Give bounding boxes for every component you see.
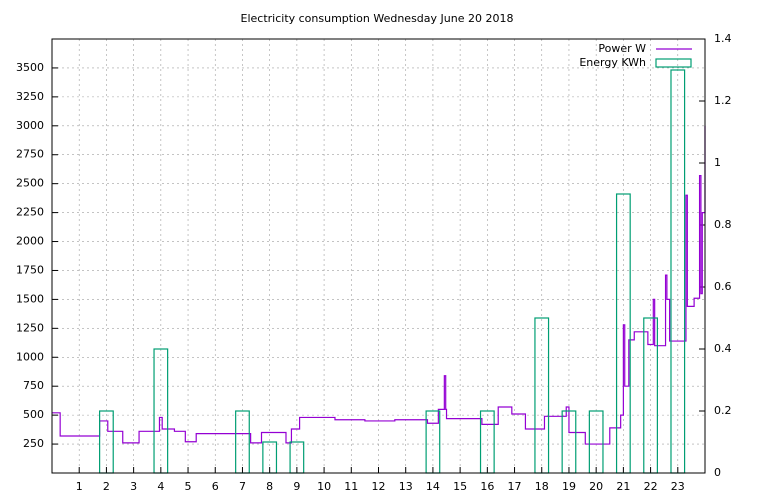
x-tick-label: 7 (239, 480, 246, 493)
x-tick-label: 15 (453, 480, 467, 493)
y-tick-label: 2750 (16, 148, 44, 161)
plot-border (51, 38, 706, 474)
x-tick-label: 3 (130, 480, 137, 493)
x-tick-label: 23 (671, 480, 685, 493)
legend-label: Power W (598, 42, 646, 55)
legend-swatch (655, 58, 692, 68)
y2-tick-label: 0.6 (714, 280, 732, 293)
y-tick-label: 1750 (16, 263, 44, 276)
x-tick-label: 5 (185, 480, 192, 493)
y-tick-label: 2500 (16, 177, 44, 190)
y2-tick-label: 0.4 (714, 342, 732, 355)
y-tick-label: 750 (23, 379, 44, 392)
y2-tick-label: 1.4 (714, 32, 732, 45)
y-tick-label: 3500 (16, 61, 44, 74)
y2-tick-label: 0.8 (714, 218, 732, 231)
x-tick-label: 12 (372, 480, 386, 493)
x-tick-label: 11 (344, 480, 358, 493)
y-tick-label: 3250 (16, 90, 44, 103)
y2-tick-label: 0 (714, 466, 721, 479)
x-tick-label: 1 (76, 480, 83, 493)
y-tick-label: 1000 (16, 350, 44, 363)
x-tick-label: 6 (212, 480, 219, 493)
x-tick-label: 14 (426, 480, 440, 493)
y-tick-label: 2000 (16, 235, 44, 248)
y-tick-label: 1500 (16, 292, 44, 305)
y-tick-label: 1250 (16, 321, 44, 334)
x-tick-label: 19 (562, 480, 576, 493)
x-tick-label: 9 (293, 480, 300, 493)
x-tick-label: 22 (644, 480, 658, 493)
chart-title: Electricity consumption Wednesday June 2… (241, 12, 514, 25)
y2-tick-label: 1.2 (714, 94, 732, 107)
y2-tick-label: 1 (714, 156, 721, 169)
x-tick-label: 20 (589, 480, 603, 493)
x-tick-label: 8 (266, 480, 273, 493)
x-tick-label: 2 (103, 480, 110, 493)
x-tick-label: 4 (157, 480, 164, 493)
y-tick-label: 250 (23, 437, 44, 450)
x-tick-label: 10 (317, 480, 331, 493)
y-tick-label: 2250 (16, 206, 44, 219)
x-tick-label: 17 (508, 480, 522, 493)
y-tick-label: 3000 (16, 119, 44, 132)
x-tick-label: 13 (399, 480, 413, 493)
power-line (52, 125, 706, 445)
x-tick-label: 21 (616, 480, 630, 493)
y2-tick-label: 0.2 (714, 404, 732, 417)
y-tick-label: 500 (23, 408, 44, 421)
legend-label: Energy KWh (579, 56, 646, 69)
x-tick-label: 18 (535, 480, 549, 493)
x-tick-label: 16 (480, 480, 494, 493)
